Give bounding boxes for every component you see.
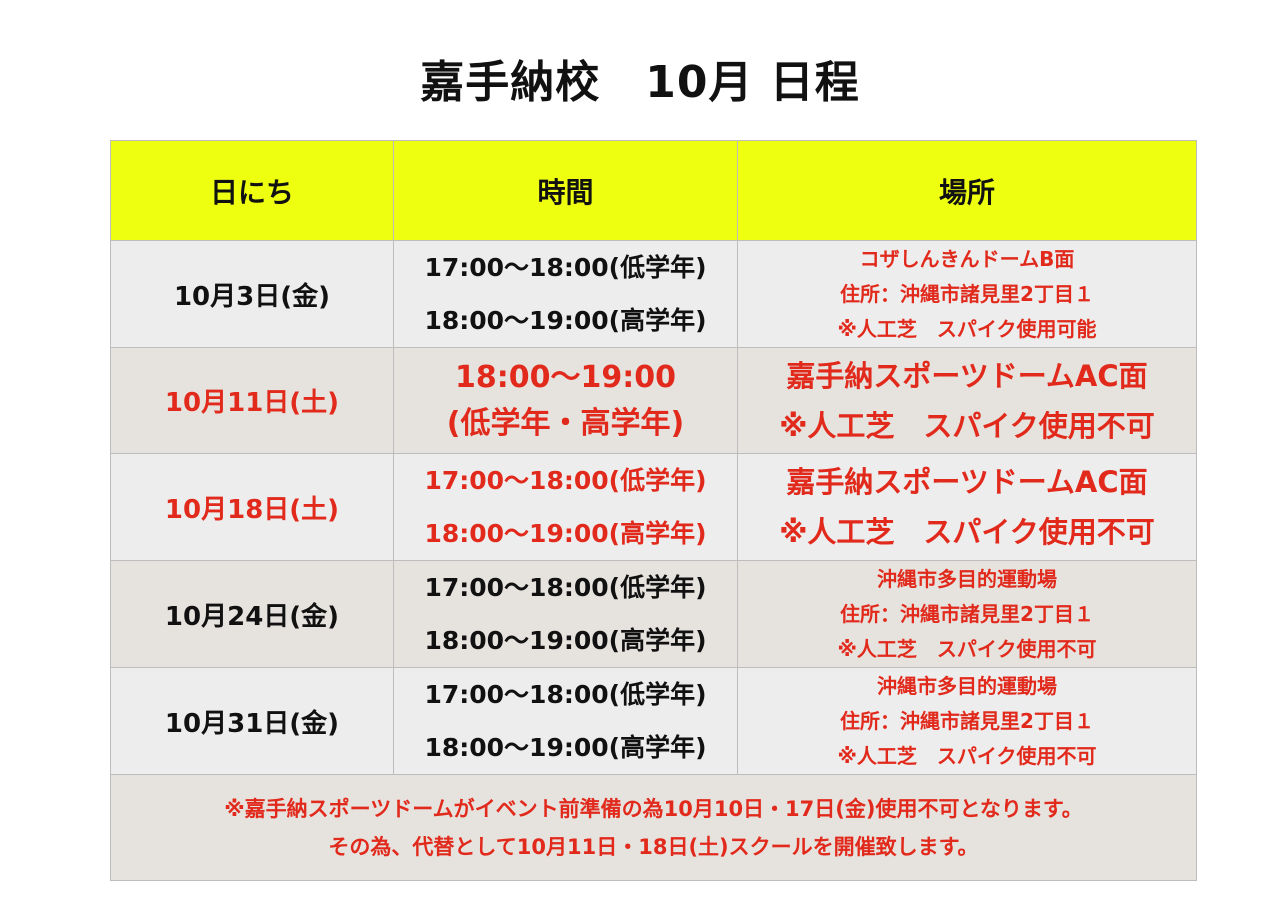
- time-line: 17:00〜18:00(低学年): [424, 253, 707, 282]
- table-header-row: 日にち 時間 場所: [110, 140, 1197, 241]
- place-line: 嘉手納スポーツドームAC面: [786, 358, 1148, 393]
- date-cell: 10月18日(土): [110, 453, 394, 561]
- place-line: 住所：沖縄市諸見里2丁目１: [840, 281, 1094, 306]
- place-cell: 沖縄市多目的運動場住所：沖縄市諸見里2丁目１ ※人工芝 スパイク使用不可: [737, 667, 1197, 775]
- time-line: 17:00〜18:00(低学年): [424, 680, 707, 709]
- time-line: 18:00〜19:00(高学年): [424, 733, 707, 762]
- place-line: コザしんきんドームB面: [859, 246, 1075, 271]
- time-cell: 18:00〜19:00 (低学年・高学年): [393, 347, 738, 454]
- place-line: ※人工芝 スパイク使用不可: [779, 515, 1155, 549]
- header-place: 場所: [737, 140, 1197, 241]
- time-cell: 17:00〜18:00(低学年) 18:00〜19:00(高学年): [393, 453, 738, 561]
- time-line: 17:00〜18:00(低学年): [424, 466, 707, 495]
- header-time: 時間: [393, 140, 738, 241]
- place-line: 嘉手納スポーツドームAC面: [786, 465, 1148, 499]
- place-line: ※人工芝 スパイク使用不可: [837, 743, 1097, 768]
- date-cell: 10月11日(土): [110, 347, 394, 454]
- place-line: ※人工芝 スパイク使用不可: [779, 408, 1155, 443]
- date-cell: 10月31日(金): [110, 667, 394, 775]
- place-cell: 嘉手納スポーツドームAC面 ※人工芝 スパイク使用不可: [737, 453, 1197, 561]
- table-row: 10月18日(土) 17:00〜18:00(低学年) 18:00〜19:00(高学年…: [110, 453, 1197, 561]
- table-row: 10月11日(土) 18:00〜19:00 (低学年・高学年) 嘉手納スポーツドームA…: [110, 347, 1197, 454]
- schedule-table: 日にち 時間 場所 10月3日(金) 17:00〜18:00(低学年) 18:00〜…: [110, 140, 1197, 881]
- place-line: 住所：沖縄市諸見里2丁目１: [840, 601, 1094, 626]
- time-line: 18:00〜19:00(高学年): [424, 519, 707, 548]
- footer-note-row: ※嘉手納スポーツドームがイベント前準備の為10月10日・17日(金)使用不可とな…: [110, 774, 1197, 881]
- place-line: 住所：沖縄市諸見里2丁目１: [840, 708, 1094, 733]
- time-cell: 17:00〜18:00(低学年) 18:00〜19:00(高学年): [393, 667, 738, 775]
- page-title: 嘉手納校 10月 日程: [420, 57, 860, 108]
- table-row: 10月3日(金) 17:00〜18:00(低学年) 18:00〜19:00(高学年)…: [110, 240, 1197, 348]
- place-line: ※人工芝 スパイク使用不可: [837, 636, 1097, 661]
- footer-line: その為、代替として10月11日・18日(土)スクールを開催致します。: [328, 834, 979, 859]
- footer-line: ※嘉手納スポーツドームがイベント前準備の為10月10日・17日(金)使用不可とな…: [224, 796, 1083, 821]
- footer-note: ※嘉手納スポーツドームがイベント前準備の為10月10日・17日(金)使用不可とな…: [110, 774, 1197, 881]
- time-line: (低学年・高学年): [446, 405, 685, 441]
- header-date: 日にち: [110, 140, 394, 241]
- date-cell: 10月3日(金): [110, 240, 394, 348]
- time-line: 17:00〜18:00(低学年): [424, 573, 707, 602]
- date-cell: 10月24日(金): [110, 560, 394, 668]
- time-line: 18:00〜19:00: [455, 359, 676, 395]
- table-row: 10月31日(金) 17:00〜18:00(低学年) 18:00〜19:00(高学年…: [110, 667, 1197, 775]
- place-line: 沖縄市多目的運動場: [877, 673, 1057, 698]
- time-cell: 17:00〜18:00(低学年) 18:00〜19:00(高学年): [393, 240, 738, 348]
- table-row: 10月24日(金) 17:00〜18:00(低学年) 18:00〜19:00(高学年…: [110, 560, 1197, 668]
- time-line: 18:00〜19:00(高学年): [424, 306, 707, 335]
- time-cell: 17:00〜18:00(低学年) 18:00〜19:00(高学年): [393, 560, 738, 668]
- place-cell: 沖縄市多目的運動場住所：沖縄市諸見里2丁目１ ※人工芝 スパイク使用不可: [737, 560, 1197, 668]
- place-line: 沖縄市多目的運動場: [877, 566, 1057, 591]
- place-cell: コザしんきんドームB面 住所：沖縄市諸見里2丁目１ ※人工芝 スパイク使用可能: [737, 240, 1197, 348]
- time-line: 18:00〜19:00(高学年): [424, 626, 707, 655]
- place-line: ※人工芝 スパイク使用可能: [837, 316, 1097, 341]
- place-cell: 嘉手納スポーツドームAC面 ※人工芝 スパイク使用不可: [737, 347, 1197, 454]
